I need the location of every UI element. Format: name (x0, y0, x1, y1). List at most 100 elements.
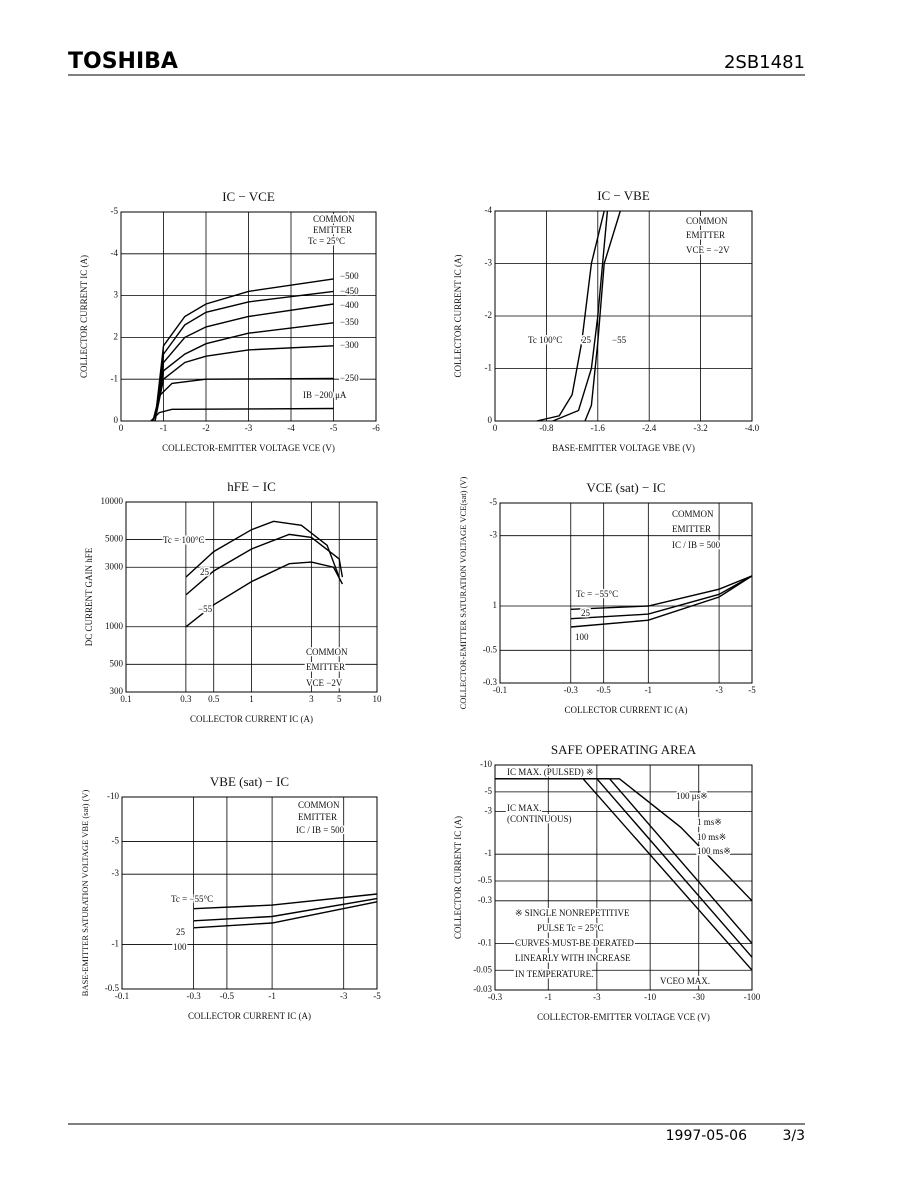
x-tick-label: -0.3 (564, 685, 579, 695)
series-label: 1 ms※ (697, 817, 722, 827)
y-axis-label: COLLECTOR CURRENT IC (A) (453, 255, 463, 378)
y-tick-label: -3 (485, 806, 493, 816)
series-label: 25 (582, 335, 592, 345)
y-tick-label: -1 (485, 363, 493, 373)
annotation: PULSE Tc = 25°C (537, 923, 604, 933)
series-label: −400 (340, 300, 359, 310)
x-tick-label: 0 (493, 423, 498, 433)
y-tick-label: -3 (485, 258, 493, 268)
chart-title: hFE − IC (227, 479, 276, 494)
annotation: EMITTER (306, 662, 345, 672)
curve (584, 210, 621, 422)
curve (570, 575, 753, 620)
y-tick-label: 0 (114, 415, 119, 425)
y-axis-label: COLLECTOR-EMITTER SATURATION VOLTAGE VCE… (458, 476, 468, 709)
note-bg (306, 236, 307, 237)
note-bg (658, 976, 659, 977)
series-label: Tc = 100°C (163, 535, 205, 545)
x-tick-label: -100 (744, 992, 761, 1002)
y-tick-label: -1 (112, 939, 120, 949)
x-tick-label: -3 (715, 685, 723, 695)
y-tick-label: 1000 (105, 621, 124, 631)
annotation: EMITTER (313, 225, 352, 235)
x-axis-label: COLLECTOR CURRENT IC (A) (188, 1011, 311, 1021)
y-axis-label: DC CURRENT GAIN hFE (84, 547, 94, 646)
note-bg (304, 678, 305, 679)
note-bg (304, 647, 305, 648)
x-tick-label: -3 (593, 992, 601, 1002)
note-bg (684, 216, 685, 217)
x-tick-label: 10 (373, 694, 383, 704)
annotation: VCE = −2V (686, 245, 730, 255)
annotation: COMMON (313, 214, 355, 224)
series-label: 25 (581, 608, 591, 618)
x-tick-label: 3 (309, 694, 314, 704)
curve (185, 533, 344, 596)
annotation: COMMON (672, 509, 714, 519)
x-tick-label: -5 (373, 991, 381, 1001)
annotation: COMMON (306, 647, 348, 657)
note-bg (505, 767, 506, 768)
y-tick-label: 500 (110, 658, 124, 668)
plot-frame (499, 502, 753, 684)
x-tick-label: -1.6 (591, 423, 606, 433)
curve (185, 520, 340, 578)
x-tick-label: -3.2 (693, 423, 707, 433)
annotation: COMMON (686, 216, 728, 226)
annotation: COMMON (298, 800, 340, 810)
annotation: VCEO MAX. (660, 976, 710, 986)
series-label: −250 (340, 373, 359, 383)
curve (193, 897, 378, 922)
note-bg (513, 953, 514, 954)
y-tick-label: 300 (110, 686, 124, 696)
note-bg (311, 214, 312, 215)
curve (570, 575, 753, 610)
y-tick-label: -0.3 (483, 677, 498, 687)
x-tick-label: -3 (245, 423, 253, 433)
curve (154, 278, 334, 422)
series-label: −450 (340, 286, 359, 296)
note-bg (670, 509, 671, 510)
x-tick-label: 0.5 (208, 694, 220, 704)
annotation: IC / IB = 500 (296, 825, 345, 835)
note-bg (294, 825, 295, 826)
annotation: EMITTER (672, 524, 711, 534)
note-bg (535, 923, 536, 924)
y-axis-label: BASE-EMITTER SATURATION VOLTAGE VBE (sat… (80, 789, 90, 996)
note-bg (684, 230, 685, 231)
x-tick-label: -0.3 (488, 992, 503, 1002)
y-axis-label: COLLECTOR CURRENT IC (A) (79, 255, 89, 378)
y-tick-label: -5 (112, 835, 120, 845)
y-tick-label: -0.3 (478, 895, 493, 905)
series-label: IB −200 μA (303, 390, 347, 400)
annotation: EMITTER (686, 230, 725, 240)
x-tick-label: -1 (545, 992, 553, 1002)
y-tick-label: -0.5 (478, 875, 493, 885)
x-tick-label: -0.3 (186, 991, 201, 1001)
annotation: IN TEMPERATURE. (515, 969, 593, 979)
y-tick-label: -10 (480, 759, 492, 769)
annotation: IC MAX. (507, 803, 542, 813)
curve (536, 210, 605, 422)
note-bg (304, 662, 305, 663)
curve (185, 561, 344, 628)
curve (596, 778, 753, 958)
x-tick-label: 0.3 (180, 694, 192, 704)
x-tick-label: -0.5 (597, 685, 612, 695)
x-axis-label: COLLECTOR-EMITTER VOLTAGE VCE (V) (537, 1012, 710, 1022)
x-tick-label: -2.4 (642, 423, 657, 433)
series-label: 100 ms※ (697, 846, 731, 856)
curve (582, 778, 753, 971)
curve (552, 210, 609, 422)
note-bg (513, 938, 514, 939)
series-label: 100 (173, 942, 187, 952)
annotation: VCE −2V (306, 678, 343, 688)
note-bg (505, 803, 506, 804)
x-tick-label: -0.1 (493, 685, 507, 695)
x-axis-label: COLLECTOR CURRENT IC (A) (190, 714, 313, 724)
chart-title: VBE (sat) − IC (210, 774, 289, 789)
x-tick-label: 5 (337, 694, 342, 704)
y-tick-label: -0.03 (473, 984, 492, 994)
part-number: 2SB1481 (724, 52, 805, 73)
